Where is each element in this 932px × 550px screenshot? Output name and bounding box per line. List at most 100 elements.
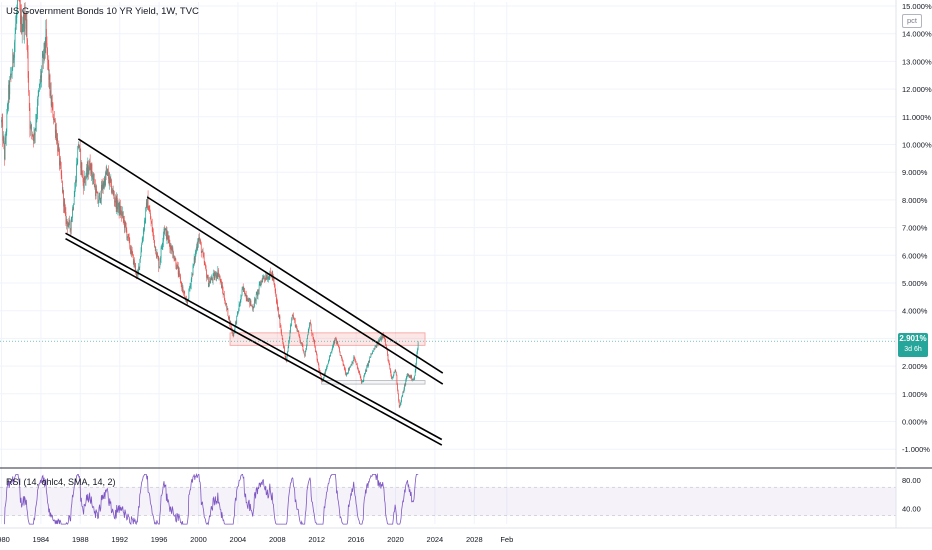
candle-body (208, 276, 209, 287)
candle-body (351, 364, 352, 366)
candle-body (365, 370, 367, 372)
candle-body (140, 256, 141, 259)
candle-body (212, 274, 214, 281)
candle-body (158, 259, 160, 268)
candle-body (128, 237, 130, 240)
candle-body (281, 334, 283, 340)
candle-body (15, 17, 17, 24)
candle-body (309, 322, 311, 326)
candle-body (374, 346, 376, 350)
candle-body (391, 376, 392, 379)
candle-body (53, 119, 55, 120)
candle-body (56, 138, 58, 142)
candle-body (287, 351, 288, 356)
candle-body (55, 129, 57, 134)
x-tick-label: 1980 (0, 535, 10, 544)
candle-body (122, 212, 124, 214)
x-tick-label: 2020 (387, 535, 404, 544)
candle-body (42, 53, 44, 58)
candle-body (298, 331, 300, 335)
trendline-2[interactable] (146, 196, 444, 385)
candle-body (209, 280, 211, 283)
candle-body (148, 209, 150, 211)
candle-body (200, 240, 202, 244)
candle-body (346, 373, 348, 375)
y-tick-label: -1.000% (902, 445, 930, 454)
trendline-1[interactable] (77, 138, 444, 374)
candle-body (84, 177, 86, 180)
candle-body (194, 257, 196, 261)
candle-body (219, 277, 221, 281)
candle-body (43, 53, 44, 59)
candle-body (335, 338, 336, 339)
trendline-3[interactable] (65, 232, 443, 441)
candle-body (312, 333, 313, 335)
trendlines[interactable] (65, 138, 444, 446)
candle-body (202, 250, 204, 255)
candle-body (228, 317, 230, 319)
candle-body (199, 240, 201, 242)
candle-body (122, 212, 124, 219)
candle-body (145, 202, 147, 208)
last-price-value: 2.901% (899, 334, 927, 343)
candle-body (155, 246, 157, 255)
candle-body (166, 231, 168, 239)
candle-body (217, 269, 219, 277)
candle-body (274, 287, 276, 292)
candle-body (53, 117, 54, 120)
candle-body (306, 338, 308, 346)
candle-body (96, 192, 98, 194)
candle-body (35, 122, 37, 129)
candle-body (384, 339, 386, 341)
candle-body (146, 202, 148, 208)
candle-body (252, 308, 254, 310)
candle-body (260, 284, 261, 286)
candle-body (46, 28, 47, 44)
candle-body (76, 163, 77, 182)
candle-body (37, 99, 38, 115)
candle-body (160, 247, 162, 259)
candle-body (351, 362, 353, 366)
candle-body (320, 374, 321, 377)
percent-scale-button[interactable]: pct (902, 14, 922, 28)
candle-body (52, 103, 54, 118)
candle-body (121, 213, 123, 216)
candle-body (135, 272, 137, 275)
candle-body (45, 28, 47, 48)
candle-body (324, 373, 326, 375)
candle-body (242, 287, 244, 289)
candle-body (314, 342, 316, 347)
candle-body (105, 172, 106, 186)
candle-body (321, 379, 323, 381)
candle-body (151, 221, 152, 224)
trendline-4[interactable] (65, 237, 443, 446)
candle-body (340, 355, 342, 356)
candle-body (263, 276, 265, 278)
y-tick-label: 0.000% (902, 418, 928, 427)
candle-body (222, 285, 223, 291)
candle-body (398, 394, 400, 401)
x-tick-label: Feb (500, 535, 513, 544)
candle-body (336, 340, 337, 344)
candle-body (121, 210, 122, 216)
candle-body (31, 125, 32, 132)
candle-body (313, 337, 314, 340)
candle-body (246, 298, 248, 299)
candles (1, 0, 419, 409)
candle-body (239, 304, 241, 305)
candle-body (49, 74, 51, 96)
candle-body (345, 373, 347, 376)
candle-body (264, 277, 265, 279)
candle-body (413, 379, 414, 380)
candle-body (97, 193, 99, 204)
candle-body (43, 42, 45, 59)
candle-body (124, 219, 125, 228)
candle-body (5, 137, 6, 141)
candle-body (275, 291, 277, 295)
candle-body (390, 368, 391, 372)
candle-body (251, 305, 253, 307)
candle-body (328, 360, 330, 362)
candle-body (59, 160, 61, 166)
